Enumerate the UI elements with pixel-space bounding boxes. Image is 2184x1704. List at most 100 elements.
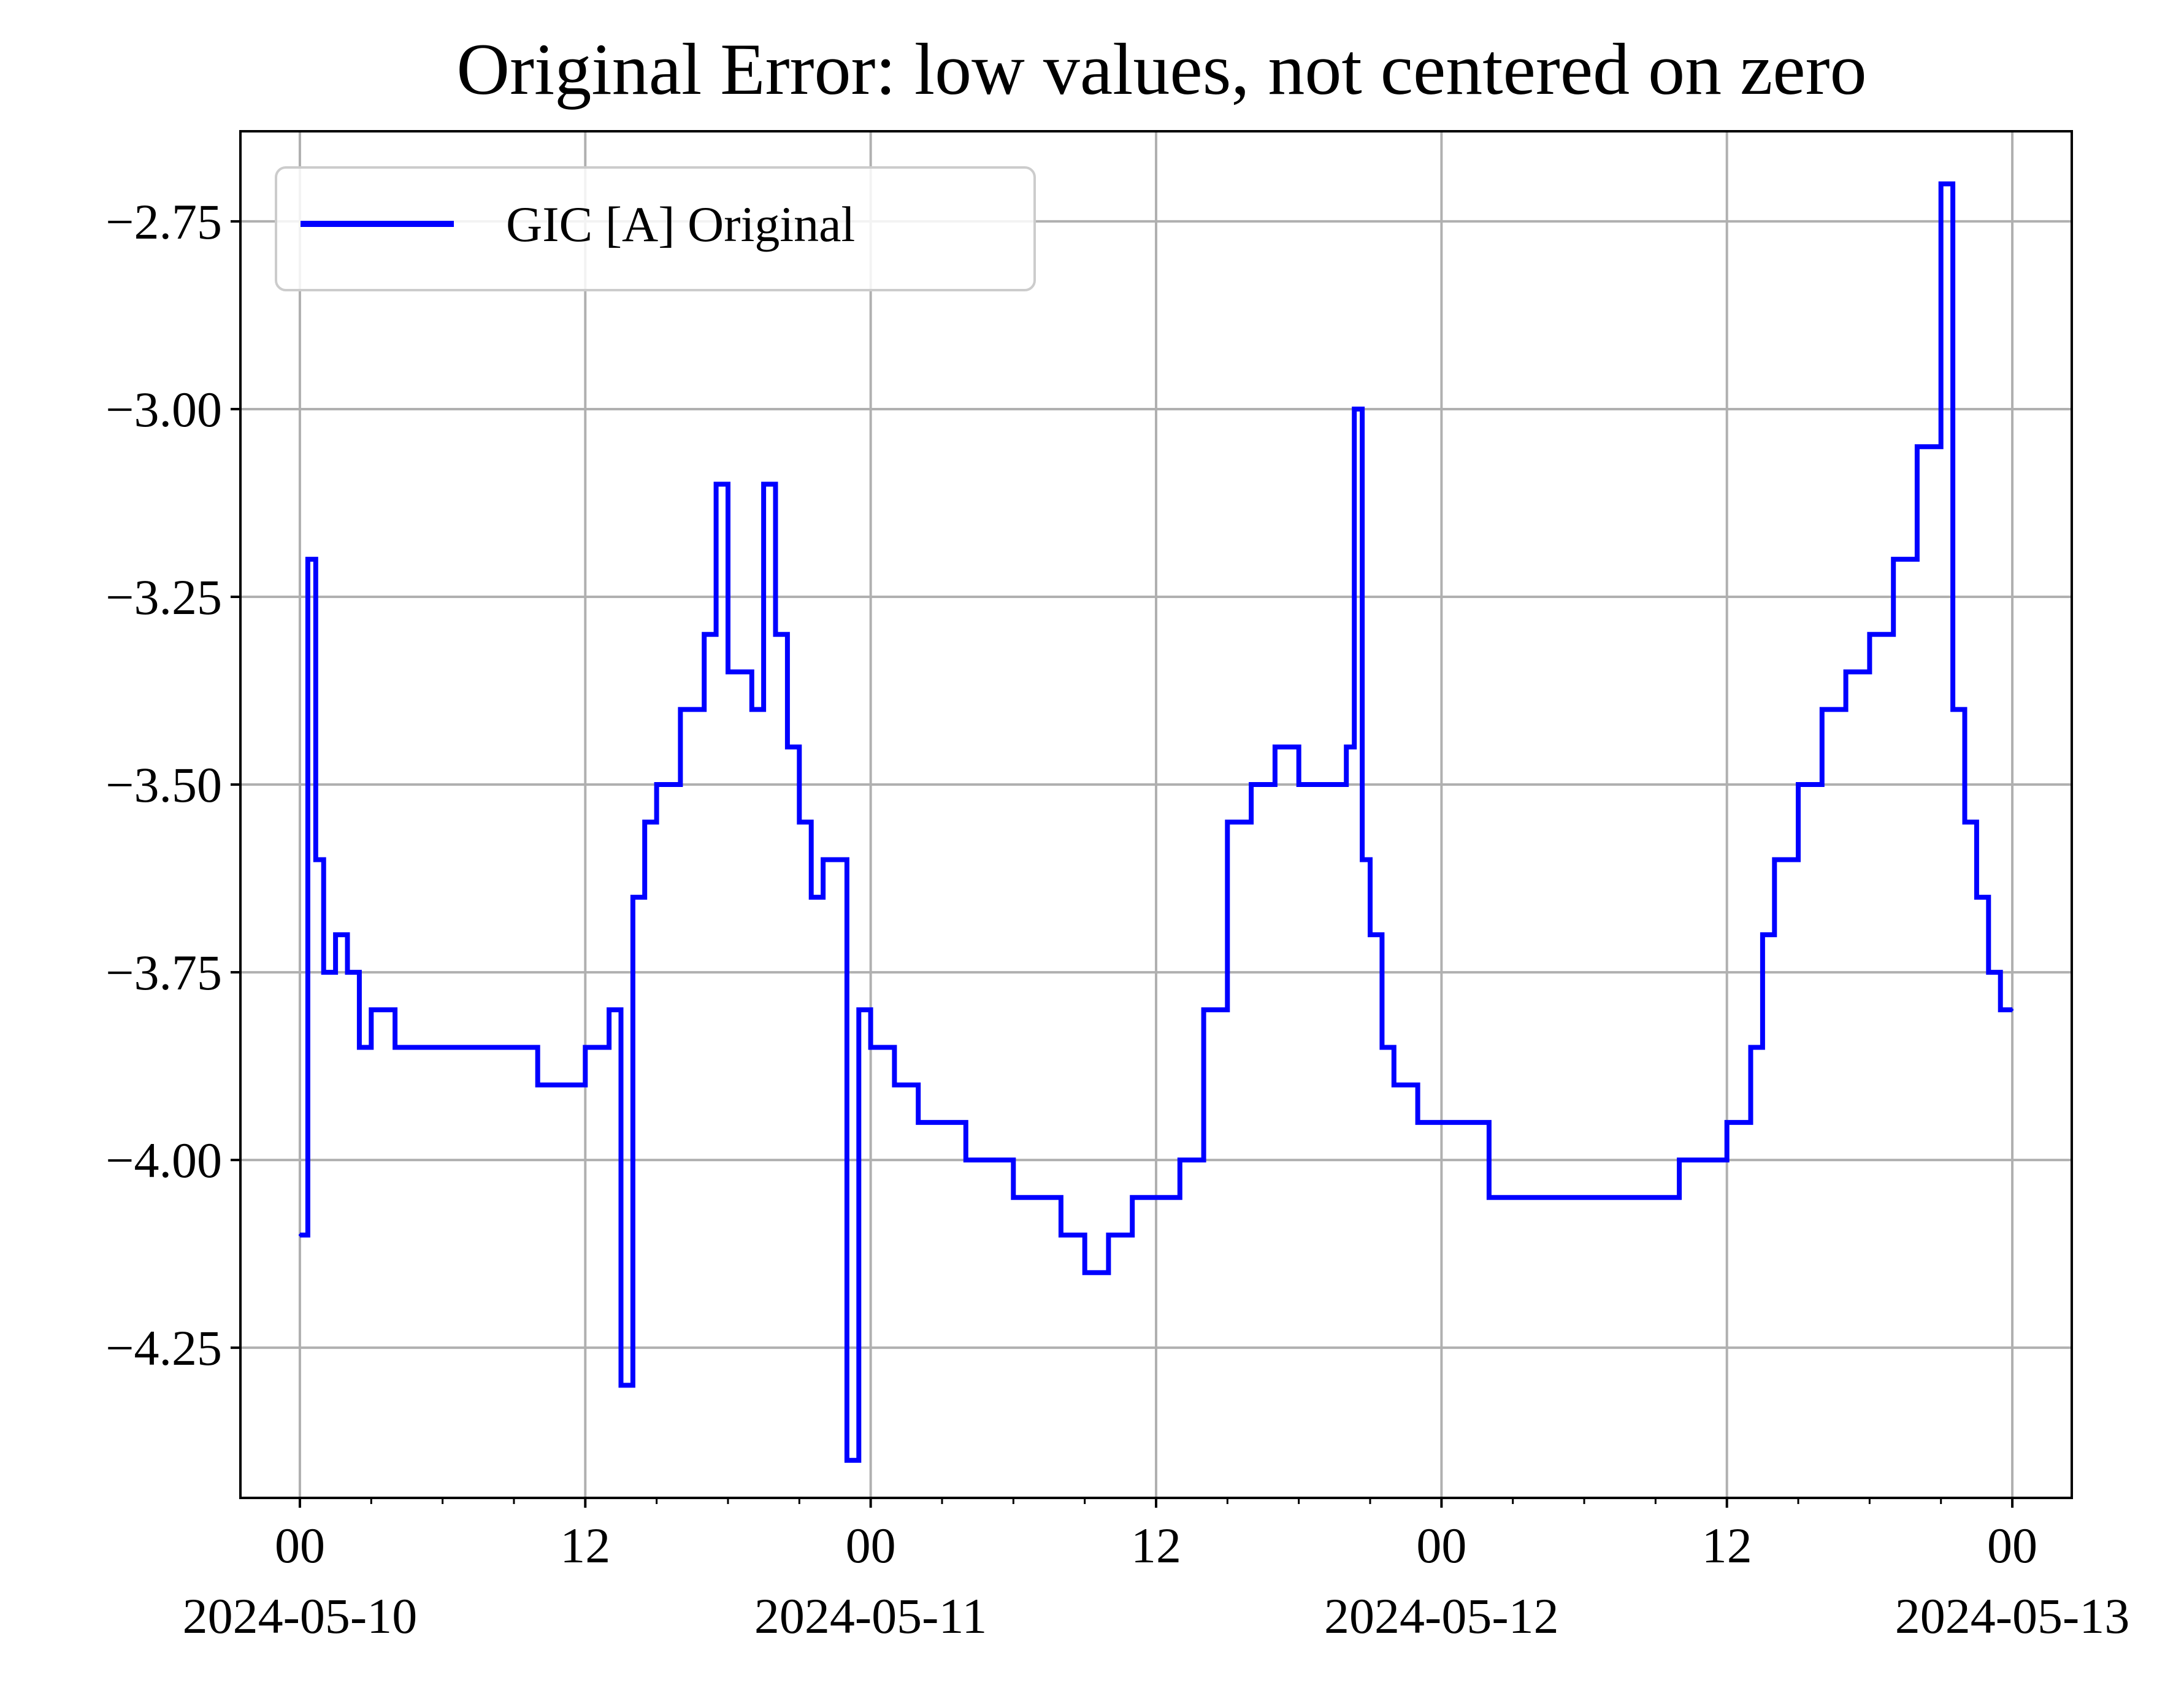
- data-point: [988, 1159, 991, 1162]
- x-tick-date-label: 2024-05-10: [183, 1588, 418, 1644]
- axes: −2.75 −3.00 −3.25 −3.50 −3.75 −4.00 −4.25 00 202…: [105, 130, 2130, 1644]
- data-point: [643, 821, 646, 824]
- x-tick-label: 12: [560, 1518, 610, 1573]
- data-point: [1250, 783, 1253, 786]
- data-point: [1083, 1271, 1086, 1274]
- data-point: [1369, 933, 1372, 936]
- data-point: [1583, 1196, 1586, 1199]
- data-point: [512, 1046, 515, 1049]
- data-point: [1012, 1196, 1015, 1199]
- legend-box: [275, 166, 1036, 291]
- data-point: [1178, 1159, 1181, 1162]
- data-point: [1511, 1196, 1514, 1199]
- x-tick-label: 00: [275, 1518, 325, 1573]
- data-point: [1155, 1196, 1157, 1199]
- data-point: [786, 745, 789, 748]
- data-point: [1416, 1121, 1419, 1124]
- data-point: [441, 1046, 444, 1049]
- data-point: [322, 971, 325, 974]
- data-point: [619, 1384, 623, 1387]
- data-point: [1297, 783, 1300, 786]
- data-point: [679, 708, 682, 711]
- data-point: [1820, 708, 1823, 711]
- data-point: [1606, 1196, 1609, 1199]
- y-tick-label: −3.50: [105, 757, 222, 813]
- data-point: [1440, 1121, 1443, 1124]
- data-point: [750, 708, 753, 711]
- data-point: [845, 1459, 848, 1462]
- legend: GIC [A] Original: [275, 166, 1036, 291]
- data-point: [655, 783, 658, 786]
- data-point: [1353, 407, 1356, 410]
- data-point: [1131, 1196, 1134, 1199]
- legend-label: GIC [A] Original: [506, 196, 855, 252]
- data-point: [1630, 1196, 1633, 1199]
- chart-title: Original Error: low values, not centered…: [456, 28, 1866, 110]
- data-point: [774, 633, 777, 636]
- data-point: [489, 1046, 492, 1049]
- data-point: [1915, 445, 1918, 448]
- data-point: [346, 971, 349, 974]
- data-point: [1345, 745, 1348, 748]
- x-tick-label: 00: [846, 1518, 896, 1573]
- data-point: [1381, 1046, 1384, 1049]
- data-point: [893, 1083, 896, 1086]
- x-tick-label: 12: [1702, 1518, 1752, 1573]
- y-tick-label: −2.75: [105, 194, 222, 250]
- data-point: [940, 1121, 943, 1124]
- data-point: [1654, 1196, 1657, 1199]
- data-point: [1844, 670, 1847, 674]
- data-point: [869, 1046, 872, 1049]
- data-point: [703, 633, 706, 636]
- data-point: [2011, 1008, 2014, 1011]
- x-tick-date-label: 2024-05-13: [1895, 1588, 2130, 1644]
- data-point: [1678, 1159, 1681, 1162]
- data-point: [1725, 1121, 1728, 1124]
- data-point: [810, 896, 813, 899]
- data-point: [1321, 783, 1324, 786]
- data-point: [798, 821, 801, 824]
- data-point: [536, 1083, 539, 1086]
- data-point: [726, 670, 729, 674]
- data-point: [608, 1008, 611, 1011]
- data-point: [917, 1121, 920, 1124]
- data-point: [1761, 933, 1764, 936]
- data-point: [1749, 1046, 1752, 1049]
- data-point: [1487, 1196, 1490, 1199]
- x-tick-label: 12: [1131, 1518, 1181, 1573]
- data-point: [1464, 1121, 1467, 1124]
- grid: [240, 131, 2072, 1498]
- data-point: [762, 483, 765, 486]
- data-point: [334, 933, 337, 936]
- data-point: [857, 1008, 860, 1011]
- data-point: [1202, 1008, 1205, 1011]
- data-point: [306, 558, 309, 561]
- data-point: [560, 1083, 563, 1086]
- data-point: [370, 1008, 373, 1011]
- x-tick-date-label: 2024-05-11: [754, 1588, 987, 1644]
- y-tick-label: −4.00: [105, 1132, 222, 1188]
- data-point: [1975, 896, 1978, 899]
- data-point: [417, 1046, 420, 1049]
- y-tick-label: −3.00: [105, 382, 222, 437]
- data-point: [1868, 633, 1871, 636]
- data-point: [631, 896, 634, 899]
- data-point: [1987, 971, 1990, 974]
- plot-area: [298, 181, 2014, 1463]
- x-tick-label: 00: [1987, 1518, 2037, 1573]
- data-point: [1999, 1008, 2002, 1011]
- data-point: [1107, 1234, 1110, 1237]
- y-tick-label: −4.25: [105, 1320, 222, 1376]
- data-point: [1226, 821, 1229, 824]
- data-point: [1939, 182, 1942, 185]
- data-point: [1773, 858, 1776, 861]
- data-point: [1392, 1083, 1395, 1086]
- y-tick-label: −3.25: [105, 569, 222, 625]
- data-point: [1535, 1196, 1538, 1199]
- data-point: [1952, 708, 1955, 711]
- data-point: [394, 1046, 397, 1049]
- data-point: [465, 1046, 468, 1049]
- series-line: [299, 181, 2013, 1463]
- y-tick-label: −3.75: [105, 945, 222, 1000]
